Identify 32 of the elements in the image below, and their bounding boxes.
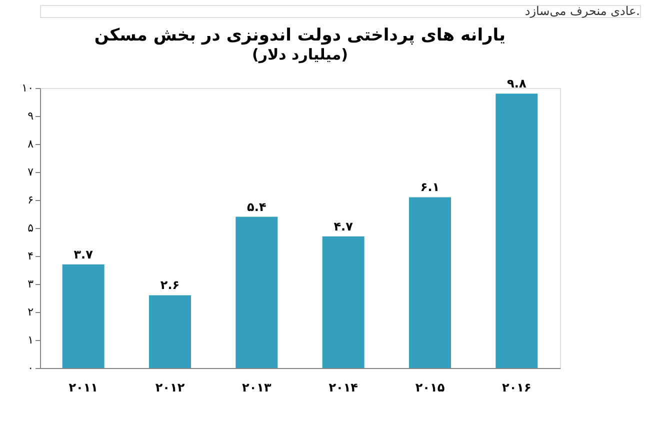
y-tick-label: ۲ [28, 306, 34, 318]
y-tick-label: ۷ [28, 166, 34, 178]
x-tick-label: ۲۰۱۵ [415, 380, 445, 394]
data-label: ۶.۱ [420, 180, 440, 194]
chart-title: یارانه های پرداختی دولت اندونزی در بخش مسکن [94, 26, 506, 46]
bar [62, 264, 104, 368]
y-tick-label: ۱ [28, 334, 34, 346]
bar [496, 94, 538, 368]
x-tick-label: ۲۰۱۳ [242, 380, 272, 394]
text: عادی منحرف می‌سازد. [524, 4, 640, 18]
data-label: ۵.۴ [247, 200, 266, 214]
bar [236, 216, 278, 368]
y-tick-label: ۴ [28, 250, 34, 262]
y-tick-label: ۳ [28, 278, 34, 290]
y-tick-label: ۰ [28, 362, 34, 374]
bar [322, 236, 364, 368]
bar [149, 295, 191, 368]
y-tick-label: ۸ [28, 138, 34, 150]
y-tick-label: ۹ [28, 110, 34, 122]
x-tick-label: ۲۰۱۲ [155, 380, 186, 394]
data-label: ۴.۷ [334, 219, 354, 234]
y-tick-label: ۶ [28, 194, 34, 206]
y-tick-label: ۵ [28, 222, 34, 234]
x-tick-label: ۲۰۱۶ [502, 380, 532, 394]
chart-subtitle: (میلیارد دلار) [252, 46, 348, 64]
bar [409, 197, 451, 368]
data-label: ۹.۸ [507, 76, 527, 91]
y-tick-label: ۱۰ [22, 82, 34, 94]
data-label: ۳.۷ [74, 247, 94, 262]
data-label: ۲.۶ [160, 278, 180, 292]
x-tick-label: ۲۰۱۴ [328, 380, 358, 394]
x-tick-label: ۲۰۱۱ [68, 380, 98, 394]
